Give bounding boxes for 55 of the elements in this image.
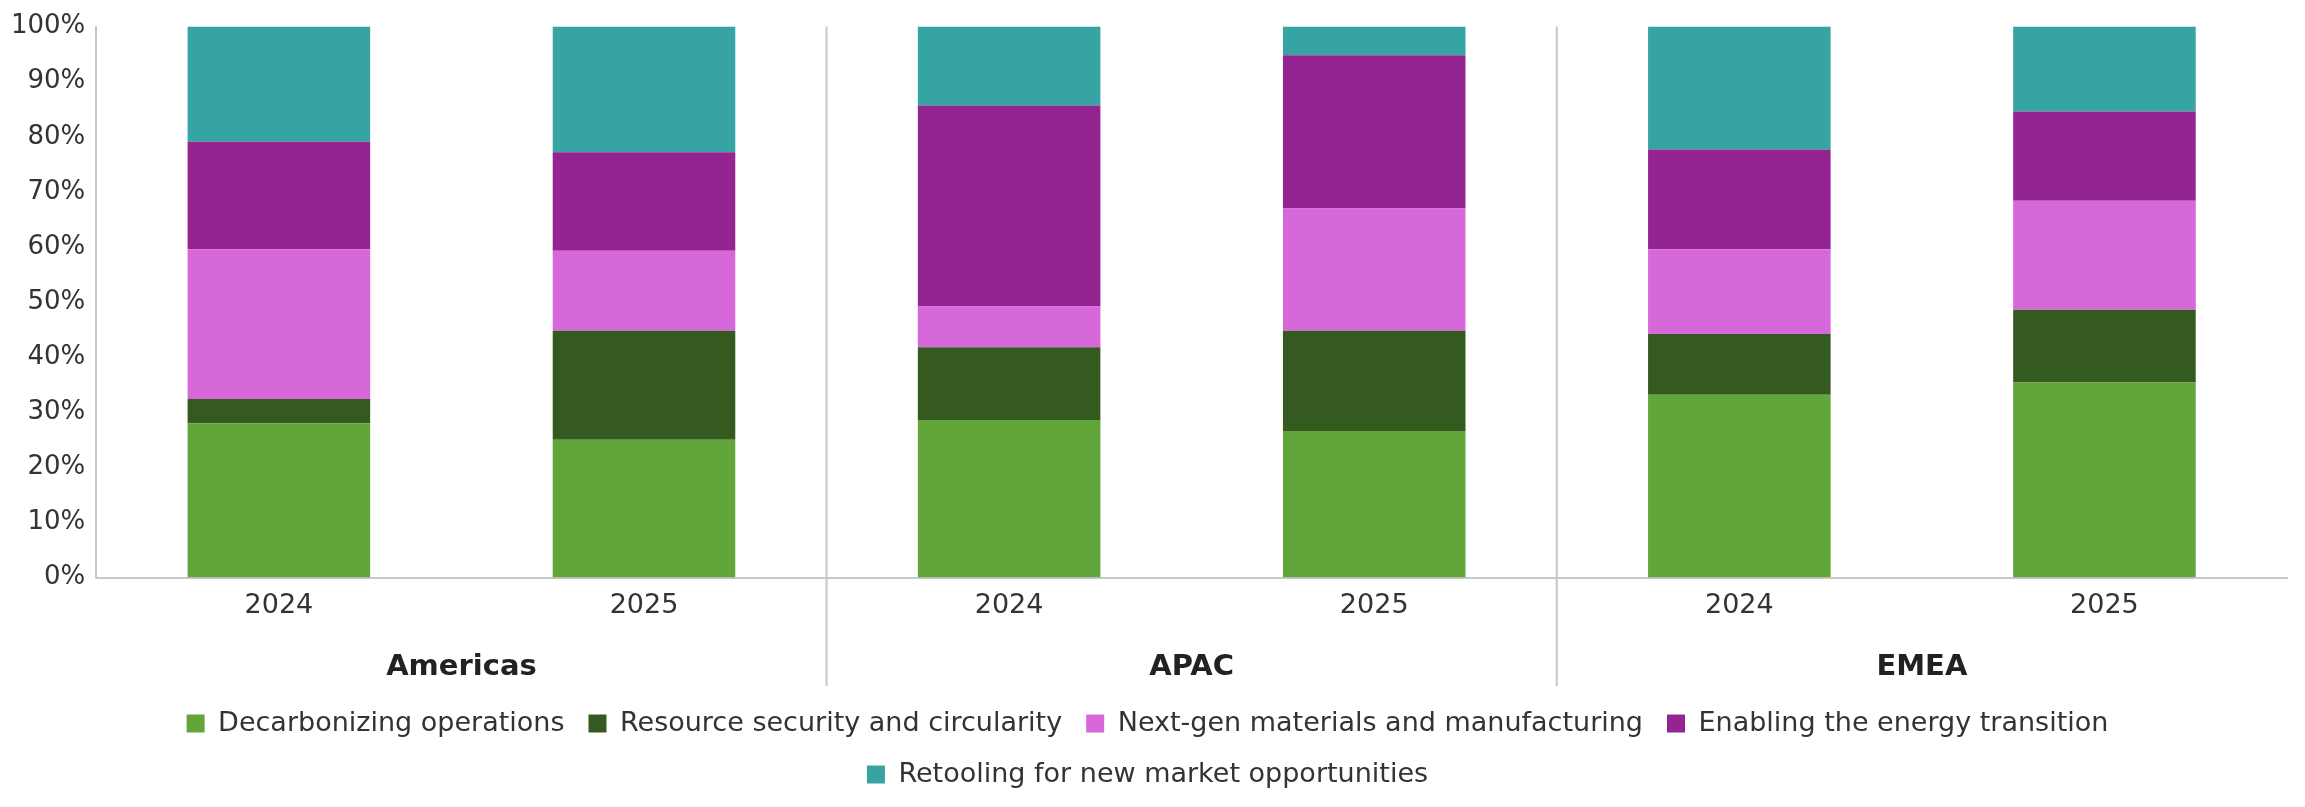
bar	[552, 152, 736, 251]
bar	[1648, 249, 1831, 335]
y-tick-label: 80%	[27, 119, 86, 150]
bar	[1282, 330, 1466, 432]
bar	[552, 439, 736, 578]
legend-label: Enabling the energy transition	[1698, 705, 2109, 737]
text: EMEA	[1876, 648, 1968, 683]
bar	[187, 249, 371, 400]
text: APAC	[1149, 648, 1235, 683]
x-tick-label: 2025	[609, 587, 679, 619]
legend-label: Next-gen materials and manufacturing	[1117, 705, 1644, 737]
legend-label: Resource security and circularity	[619, 705, 1063, 737]
y-tick-label: 20%	[27, 450, 86, 481]
bar	[1282, 26, 1466, 56]
bar	[2013, 382, 2196, 578]
x-tick-label: 2025	[1339, 587, 1409, 619]
bar	[187, 423, 371, 578]
y-tick-label: 30%	[27, 395, 86, 426]
text: Americas	[386, 648, 537, 683]
y-tick-label: 50%	[27, 284, 86, 315]
bar	[1648, 394, 1831, 578]
bar	[2013, 26, 2196, 112]
bar	[1648, 334, 1831, 395]
bar	[187, 399, 371, 424]
bar	[1282, 55, 1466, 209]
legend-label: Retooling for new market opportunities	[898, 756, 1429, 788]
y-tick-label: 100%	[10, 9, 86, 40]
bar	[917, 105, 1101, 307]
bar	[917, 26, 1101, 106]
x-tick-label: 2024	[244, 587, 314, 619]
y-tick-label: 70%	[27, 174, 86, 205]
bar	[187, 141, 371, 250]
bar	[552, 330, 736, 440]
bar	[552, 26, 736, 153]
x-tick-label: 2024	[974, 587, 1044, 619]
bar	[1282, 431, 1466, 578]
bar	[1282, 208, 1466, 331]
bar	[1648, 26, 1831, 150]
bar	[1648, 149, 1831, 250]
bar	[917, 420, 1101, 578]
y-tick-label: 10%	[27, 505, 86, 536]
y-tick-label: 90%	[27, 64, 86, 95]
bar	[917, 347, 1101, 421]
x-tick-label: 2024	[1704, 587, 1774, 619]
legend-label: Decarbonizing operations	[218, 705, 565, 737]
bar	[2013, 111, 2196, 201]
bar	[187, 26, 371, 142]
bar	[2013, 309, 2196, 383]
y-tick-label: 60%	[27, 229, 86, 260]
x-tick-label: 2025	[2070, 587, 2139, 619]
bar	[2013, 200, 2196, 310]
y-tick-label: 40%	[27, 339, 86, 370]
y-tick-label: 0%	[44, 560, 86, 591]
bar	[552, 250, 736, 331]
bar	[917, 306, 1101, 348]
